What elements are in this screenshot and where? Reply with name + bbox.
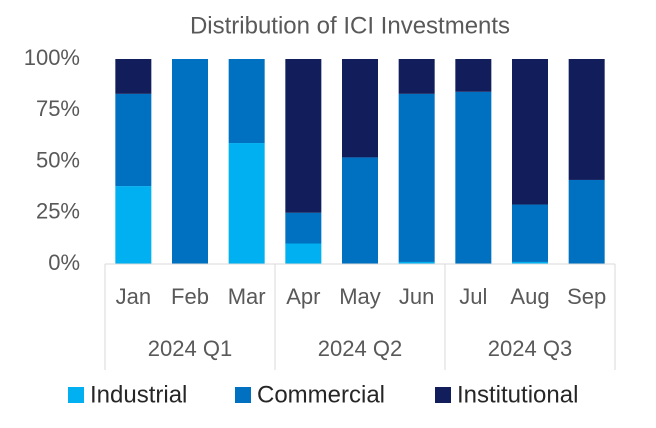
x-tick-label: Aug	[510, 284, 549, 309]
y-tick-label: 100%	[24, 45, 80, 70]
bar-segment	[512, 59, 548, 205]
y-tick-label: 50%	[36, 147, 80, 172]
y-tick-label: 0%	[48, 250, 80, 275]
legend-swatch	[68, 387, 84, 403]
legend-label: Institutional	[457, 381, 578, 408]
bar-segment	[115, 186, 152, 264]
bar-segment	[455, 59, 492, 92]
bar-segment	[398, 261, 435, 264]
bar-segment	[285, 212, 322, 244]
chart-title: Distribution of ICI Investments	[190, 12, 510, 39]
bar-segment	[285, 59, 322, 213]
x-tick-label: Jul	[459, 284, 487, 309]
bar-segment	[568, 59, 605, 180]
y-tick-label: 75%	[36, 96, 80, 121]
y-tick-label: 25%	[36, 199, 80, 224]
bar-segment	[512, 261, 548, 264]
bar-segment	[398, 59, 435, 94]
bar-segment	[455, 91, 492, 264]
bar-segment	[512, 204, 548, 262]
group-label: 2024 Q2	[318, 336, 402, 361]
x-tick-label: Feb	[171, 284, 209, 309]
bar-segment	[342, 59, 378, 158]
bar-segment	[568, 179, 605, 264]
bar-segment	[342, 157, 378, 264]
bar-segment	[228, 59, 265, 144]
x-tick-label: Mar	[228, 284, 266, 309]
legend-label: Industrial	[90, 381, 187, 408]
bar-segment	[285, 243, 322, 264]
bar-segment	[115, 93, 152, 187]
x-tick-label: Jun	[399, 284, 434, 309]
bar-segment	[228, 143, 265, 264]
group-label: 2024 Q3	[488, 336, 572, 361]
bar-segment	[172, 59, 208, 264]
x-tick-label: May	[339, 284, 381, 309]
x-tick-label: Sep	[567, 284, 606, 309]
x-tick-label: Jan	[116, 284, 151, 309]
group-label: 2024 Q1	[148, 336, 232, 361]
x-tick-label: Apr	[286, 284, 320, 309]
legend-swatch	[235, 387, 251, 403]
bar-segment	[398, 93, 435, 262]
legend-swatch	[435, 387, 451, 403]
bar-segment	[115, 59, 152, 94]
legend-label: Commercial	[257, 381, 385, 408]
